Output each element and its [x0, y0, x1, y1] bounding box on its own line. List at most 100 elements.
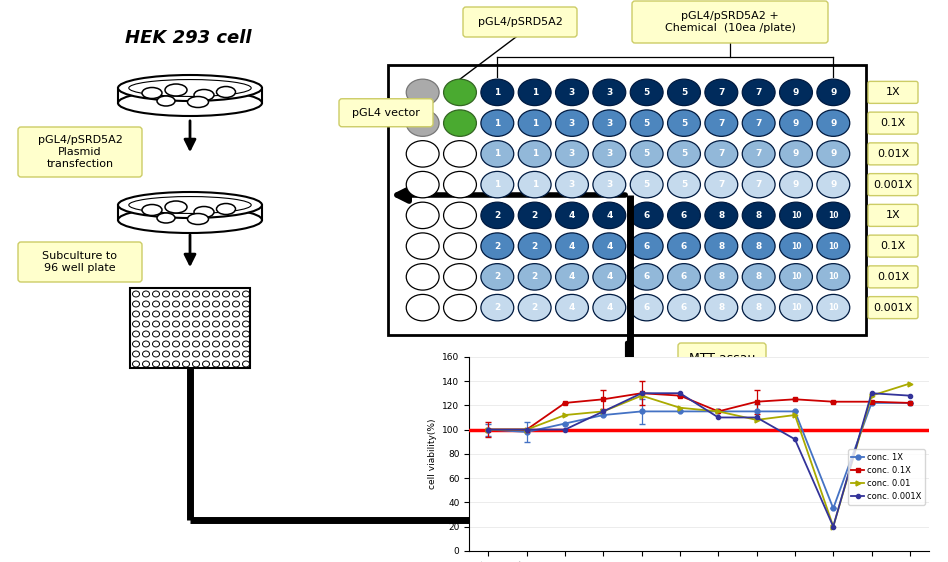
conc. 1X: [674, 408, 685, 415]
Ellipse shape: [444, 294, 477, 321]
Ellipse shape: [142, 301, 150, 307]
Ellipse shape: [142, 321, 150, 327]
Text: 2: 2: [532, 273, 538, 282]
Ellipse shape: [223, 311, 229, 317]
conc. 0.01: [866, 392, 877, 399]
Ellipse shape: [165, 201, 187, 213]
Ellipse shape: [212, 331, 220, 337]
conc. 1X: [636, 408, 647, 415]
conc. 0.001X: [597, 408, 609, 415]
Text: 7: 7: [719, 88, 724, 97]
Text: 3: 3: [606, 88, 612, 97]
Ellipse shape: [519, 202, 551, 229]
Ellipse shape: [118, 75, 262, 101]
Ellipse shape: [481, 202, 514, 229]
Ellipse shape: [519, 233, 551, 259]
conc. 0.01: [597, 408, 609, 415]
FancyBboxPatch shape: [868, 266, 918, 288]
Text: 2: 2: [494, 303, 501, 312]
Ellipse shape: [556, 171, 589, 198]
Ellipse shape: [630, 110, 663, 137]
Ellipse shape: [742, 264, 775, 290]
conc. 0.001X: [483, 426, 494, 433]
Text: 7: 7: [719, 119, 724, 128]
Text: 1: 1: [532, 180, 538, 189]
Ellipse shape: [173, 351, 179, 357]
Ellipse shape: [779, 294, 812, 321]
Ellipse shape: [223, 331, 229, 337]
Text: Subculture to
96 well plate: Subculture to 96 well plate: [43, 251, 118, 273]
Ellipse shape: [162, 351, 170, 357]
Ellipse shape: [705, 264, 738, 290]
Ellipse shape: [194, 206, 214, 217]
FancyBboxPatch shape: [868, 235, 918, 257]
Text: 5: 5: [644, 180, 649, 189]
Ellipse shape: [243, 331, 249, 337]
Ellipse shape: [667, 171, 701, 198]
Ellipse shape: [173, 341, 179, 347]
Ellipse shape: [556, 110, 589, 137]
Text: 10: 10: [829, 273, 839, 282]
Ellipse shape: [173, 361, 179, 367]
Ellipse shape: [592, 171, 626, 198]
conc. 0.1X: [559, 400, 571, 406]
Ellipse shape: [212, 291, 220, 297]
Text: 0.01X: 0.01X: [877, 149, 909, 159]
Text: 3: 3: [606, 180, 612, 189]
conc. 1X: [751, 408, 762, 415]
Ellipse shape: [173, 331, 179, 337]
conc. 0.001X: [904, 392, 916, 399]
Text: 4: 4: [606, 242, 612, 251]
Bar: [130, 288, 250, 368]
Ellipse shape: [212, 321, 220, 327]
Ellipse shape: [212, 301, 220, 307]
Text: 5: 5: [681, 180, 687, 189]
FancyBboxPatch shape: [868, 174, 918, 196]
Ellipse shape: [742, 140, 775, 167]
FancyBboxPatch shape: [18, 127, 142, 177]
Text: 7: 7: [756, 88, 762, 97]
Ellipse shape: [223, 291, 229, 297]
Text: 5: 5: [644, 88, 649, 97]
Ellipse shape: [817, 140, 849, 167]
Text: 5: 5: [681, 88, 687, 97]
Text: 1X: 1X: [885, 210, 901, 220]
FancyBboxPatch shape: [868, 81, 918, 103]
Text: 5: 5: [681, 119, 687, 128]
conc. 1X: [521, 429, 533, 436]
Text: 4: 4: [569, 211, 575, 220]
conc. 0.1X: [483, 426, 494, 433]
conc. 1X: [559, 420, 571, 427]
Text: 2: 2: [494, 273, 501, 282]
Ellipse shape: [519, 110, 551, 137]
Text: 2: 2: [494, 242, 501, 251]
Text: 1: 1: [494, 180, 501, 189]
Ellipse shape: [153, 351, 159, 357]
Text: 4: 4: [606, 303, 612, 312]
Text: 10: 10: [791, 211, 801, 220]
Ellipse shape: [142, 88, 162, 98]
FancyBboxPatch shape: [868, 112, 918, 134]
Ellipse shape: [556, 294, 589, 321]
Text: 5: 5: [644, 119, 649, 128]
Text: 10: 10: [829, 242, 839, 251]
Ellipse shape: [667, 110, 701, 137]
Ellipse shape: [192, 341, 199, 347]
Text: 3: 3: [569, 88, 575, 97]
Text: 1: 1: [494, 119, 501, 128]
Ellipse shape: [481, 264, 514, 290]
conc. 0.1X: [904, 400, 916, 406]
Ellipse shape: [779, 264, 812, 290]
Ellipse shape: [592, 233, 626, 259]
Ellipse shape: [407, 140, 439, 167]
Ellipse shape: [188, 97, 209, 107]
Ellipse shape: [630, 140, 663, 167]
Text: 10: 10: [791, 242, 801, 251]
Text: 3: 3: [569, 180, 575, 189]
Ellipse shape: [142, 351, 150, 357]
Ellipse shape: [243, 291, 249, 297]
Ellipse shape: [519, 264, 551, 290]
Ellipse shape: [742, 110, 775, 137]
Text: 7: 7: [756, 149, 762, 158]
FancyBboxPatch shape: [678, 343, 766, 373]
